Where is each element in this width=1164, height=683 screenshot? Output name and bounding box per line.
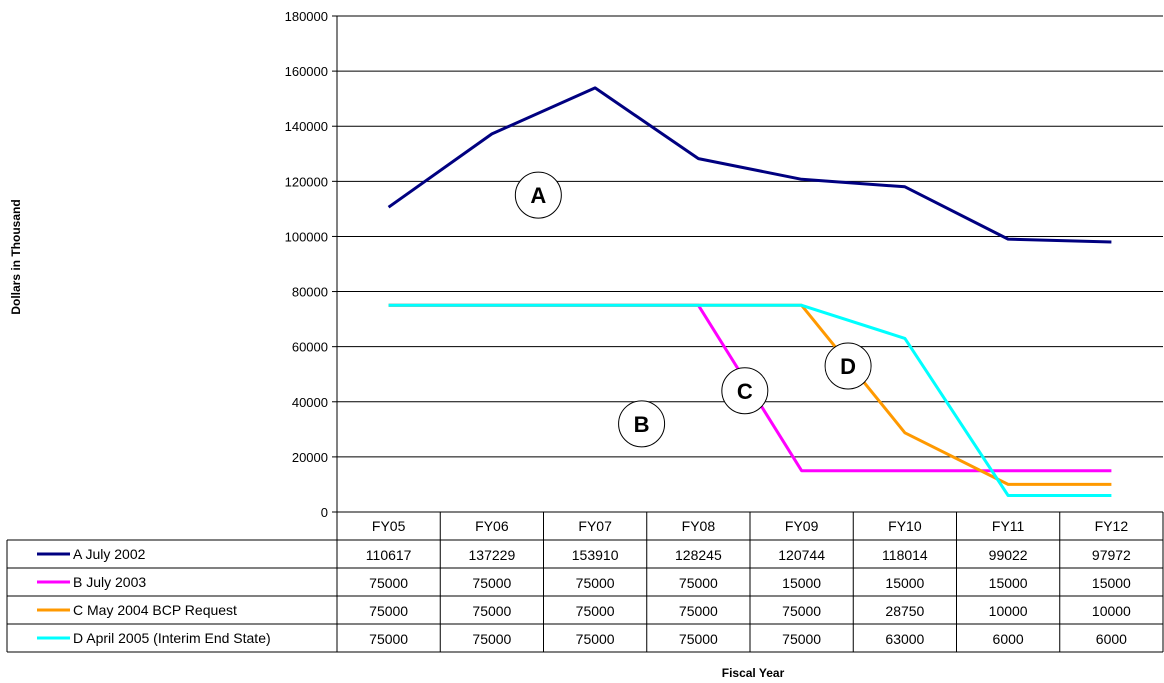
- y-tick-label: 20000: [292, 450, 328, 465]
- y-axis-label: Dollars in Thousand: [9, 199, 23, 314]
- data-table-cell: 99022: [989, 547, 1028, 563]
- annotations: A B C D: [514, 171, 872, 448]
- data-table-cell: 6000: [993, 631, 1024, 647]
- axes: 0 20000 40000 60000 80000 100000 120000 140000 1…: [285, 9, 338, 520]
- series-line: [387, 86, 1112, 244]
- x-tick-label: FY08: [682, 518, 716, 534]
- y-tick-label: 120000: [285, 174, 328, 189]
- data-table-cell: 75000: [782, 631, 821, 647]
- series-line: [388, 303, 1112, 497]
- x-tick-label: FY10: [888, 518, 922, 534]
- x-axis-label: Fiscal Year: [722, 666, 785, 680]
- y-tick-label: 60000: [292, 340, 328, 355]
- data-table-cell: 128245: [675, 547, 722, 563]
- data-table-cell: 75000: [472, 603, 511, 619]
- y-tick-label: 100000: [285, 229, 328, 244]
- x-tick-label: FY12: [1095, 518, 1129, 534]
- x-tick-label: FY09: [785, 518, 819, 534]
- data-table-cell: 15000: [989, 575, 1028, 591]
- data-table-cell: 75000: [576, 603, 615, 619]
- data-table-cell: 137229: [469, 547, 516, 563]
- data-table-cell: 75000: [472, 575, 511, 591]
- data-table-cell: 120744: [778, 547, 825, 563]
- y-tick-label: 0: [321, 505, 328, 520]
- y-tick-label: 80000: [292, 285, 328, 300]
- legend-label: D April 2005 (Interim End State): [73, 630, 271, 646]
- data-table-cell: 75000: [576, 575, 615, 591]
- data-table-cell: 75000: [782, 603, 821, 619]
- annotation-label: A: [530, 183, 546, 208]
- annotation-circle: [824, 342, 872, 390]
- x-tick-label: FY11: [992, 518, 1025, 534]
- data-table-cell: 75000: [369, 603, 408, 619]
- data-table-cell: 153910: [572, 547, 619, 563]
- annotation-circle: [721, 367, 769, 415]
- annotation-circle: [514, 171, 562, 219]
- data-table-cell: 15000: [782, 575, 821, 591]
- annotation-circle: [618, 400, 666, 448]
- data-table-cell: 75000: [679, 575, 718, 591]
- legend-label: C May 2004 BCP Request: [73, 602, 237, 618]
- data-table-cell: 118014: [882, 547, 928, 563]
- y-tick-label: 40000: [292, 395, 328, 410]
- data-table-cell: 15000: [885, 575, 924, 591]
- data-table-cell: 75000: [472, 631, 511, 647]
- data-table-cell: 75000: [369, 575, 408, 591]
- data-table: FY05 FY06 FY07 FY08 FY09 FY10 FY11 FY12 A July 2…: [6, 511, 1164, 653]
- data-table-cell: 10000: [989, 603, 1028, 619]
- data-table-cell: 6000: [1096, 631, 1127, 647]
- annotation-label: D: [840, 354, 856, 379]
- y-tick-label: 140000: [285, 119, 328, 134]
- annotation-label: B: [634, 412, 650, 437]
- gridlines: [337, 15, 1163, 458]
- y-tick-label: 160000: [285, 64, 328, 79]
- data-table-cell: 28750: [885, 603, 924, 619]
- legend-label: A July 2002: [73, 546, 146, 562]
- data-table-cell: 110617: [366, 547, 412, 563]
- data-table-cell: 63000: [885, 631, 924, 647]
- y-tick-label: 180000: [285, 9, 328, 24]
- legend-label: B July 2003: [73, 574, 146, 590]
- data-table-cell: 75000: [679, 603, 718, 619]
- data-table-cell: 10000: [1092, 603, 1131, 619]
- data-table-cell: 75000: [679, 631, 718, 647]
- data-table-cell: 97972: [1092, 547, 1131, 563]
- data-table-cell: 75000: [576, 631, 615, 647]
- x-tick-label: FY06: [475, 518, 509, 534]
- data-table-cell: 75000: [369, 631, 408, 647]
- x-tick-label: FY05: [372, 518, 406, 534]
- annotation-label: C: [737, 379, 753, 404]
- x-tick-label: FY07: [578, 518, 612, 534]
- data-table-cell: 15000: [1092, 575, 1131, 591]
